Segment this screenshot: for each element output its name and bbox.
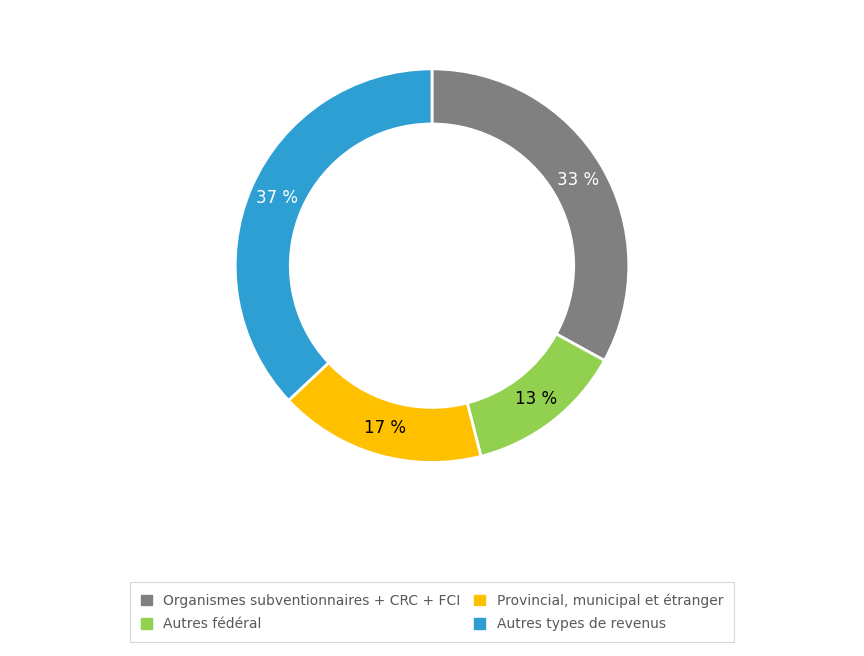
Wedge shape [467, 334, 605, 457]
Text: 37 %: 37 % [256, 190, 298, 207]
Text: 33 %: 33 % [556, 171, 599, 188]
Wedge shape [289, 363, 481, 462]
Wedge shape [432, 69, 629, 361]
Text: 13 %: 13 % [515, 390, 556, 409]
Text: 17 %: 17 % [364, 419, 406, 437]
Wedge shape [235, 69, 432, 400]
Legend: Organismes subventionnaires + CRC + FCI, Autres fédéral, Provincial, municipal e: Organismes subventionnaires + CRC + FCI,… [130, 582, 734, 642]
